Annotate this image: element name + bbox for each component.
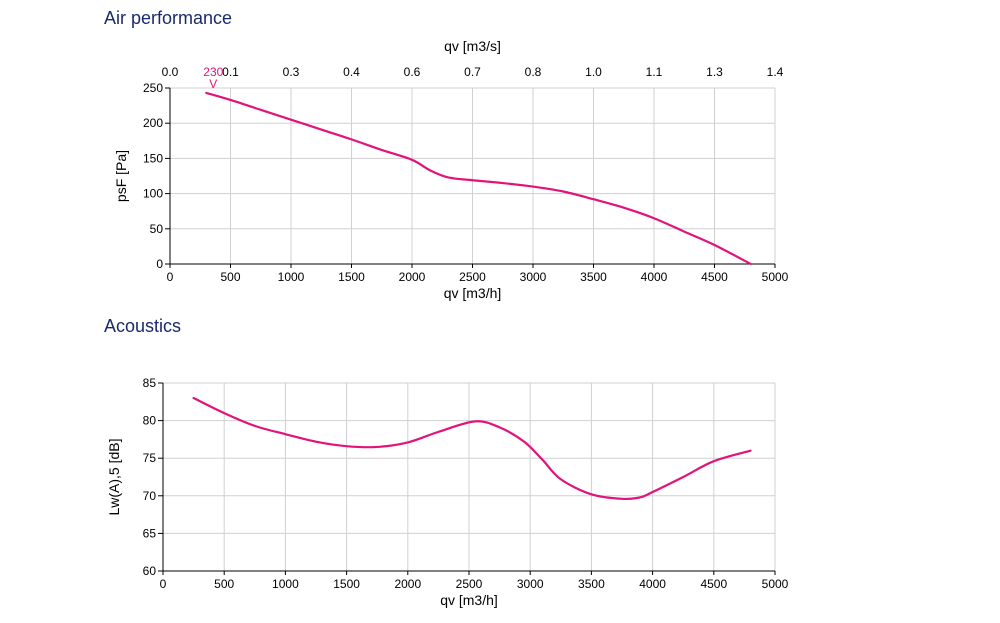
x-tick-label: 3500 [580,270,607,284]
x-tick-label: 0 [167,270,174,284]
x-tick-label: 2000 [399,270,426,284]
y-tick-label: 80 [143,414,157,428]
x-tick-label: 4000 [641,270,668,284]
y-tick-label: 85 [143,376,157,390]
acoustics-chart: 0 500 1000 1500 2000 2500 3000 3500 4000 4500 5000… [106,376,789,608]
x2-tick-label: 1.3 [706,65,723,79]
y-tick-label: 75 [143,451,157,465]
x-tick-label: 4000 [639,577,666,591]
x-tick-label: 500 [220,270,240,284]
x2-tick-label: 0.8 [525,65,542,79]
air-performance-title: Air performance [104,8,233,28]
series-line [205,91,752,266]
x2-tick-label: 0.4 [343,65,360,79]
x2-tick-label: 1.1 [646,65,663,79]
x-tick-label: 3000 [520,270,547,284]
y-tick-label: 65 [143,526,157,540]
x-axis-title: qv [m3/h] [440,592,498,608]
x-tick-label: 1500 [333,577,360,591]
x2-tick-label: 0.6 [404,65,421,79]
y-axis-title: psF [Pa] [113,150,129,202]
y-tick-label: 100 [143,187,163,201]
series-label-unit: V [209,77,217,91]
x-tick-label: 3000 [517,577,544,591]
y-tick-label: 250 [143,81,163,95]
series-label: 230 [203,65,223,79]
y-tick-label: 60 [143,564,157,578]
x-tick-label: 2000 [394,577,421,591]
x2-tick-label: 0.1 [222,65,239,79]
x2-axis-title: qv [m3/s] [444,38,501,54]
series-line [192,396,752,501]
x-tick-label: 500 [214,577,234,591]
y-tick-label: 200 [143,116,163,130]
x2-tick-label: 0.3 [283,65,300,79]
y-tick-label: 70 [143,489,157,503]
x-tick-label: 0 [160,577,167,591]
acoustics-title: Acoustics [104,316,182,336]
x-tick-label: 1000 [272,577,299,591]
y-axis-title: Lw(A),5 [dB] [106,438,122,515]
x-tick-label: 4500 [701,270,728,284]
y-tick-label: 50 [150,222,164,236]
x-tick-label: 5000 [762,577,789,591]
x-tick-label: 2500 [459,270,486,284]
x-tick-label: 5000 [762,270,789,284]
x2-tick-label: 1.4 [767,65,784,79]
x-axis-title: qv [m3/h] [444,285,502,301]
air-performance-chart: 0 500 1000 1500 2000 2500 3000 3500 4000 4500 5000… [113,38,789,301]
x2-tick-label: 1.0 [585,65,602,79]
x-tick-label: 3500 [578,577,605,591]
x-tick-label: 1500 [338,270,365,284]
y-tick-label: 150 [143,151,163,165]
x-tick-label: 1000 [278,270,305,284]
y-tick-label: 0 [156,257,163,271]
x-tick-label: 2500 [456,577,483,591]
x-tick-label: 4500 [700,577,727,591]
x2-tick-label: 0.7 [464,65,481,79]
x2-tick-label: 0.0 [162,65,179,79]
